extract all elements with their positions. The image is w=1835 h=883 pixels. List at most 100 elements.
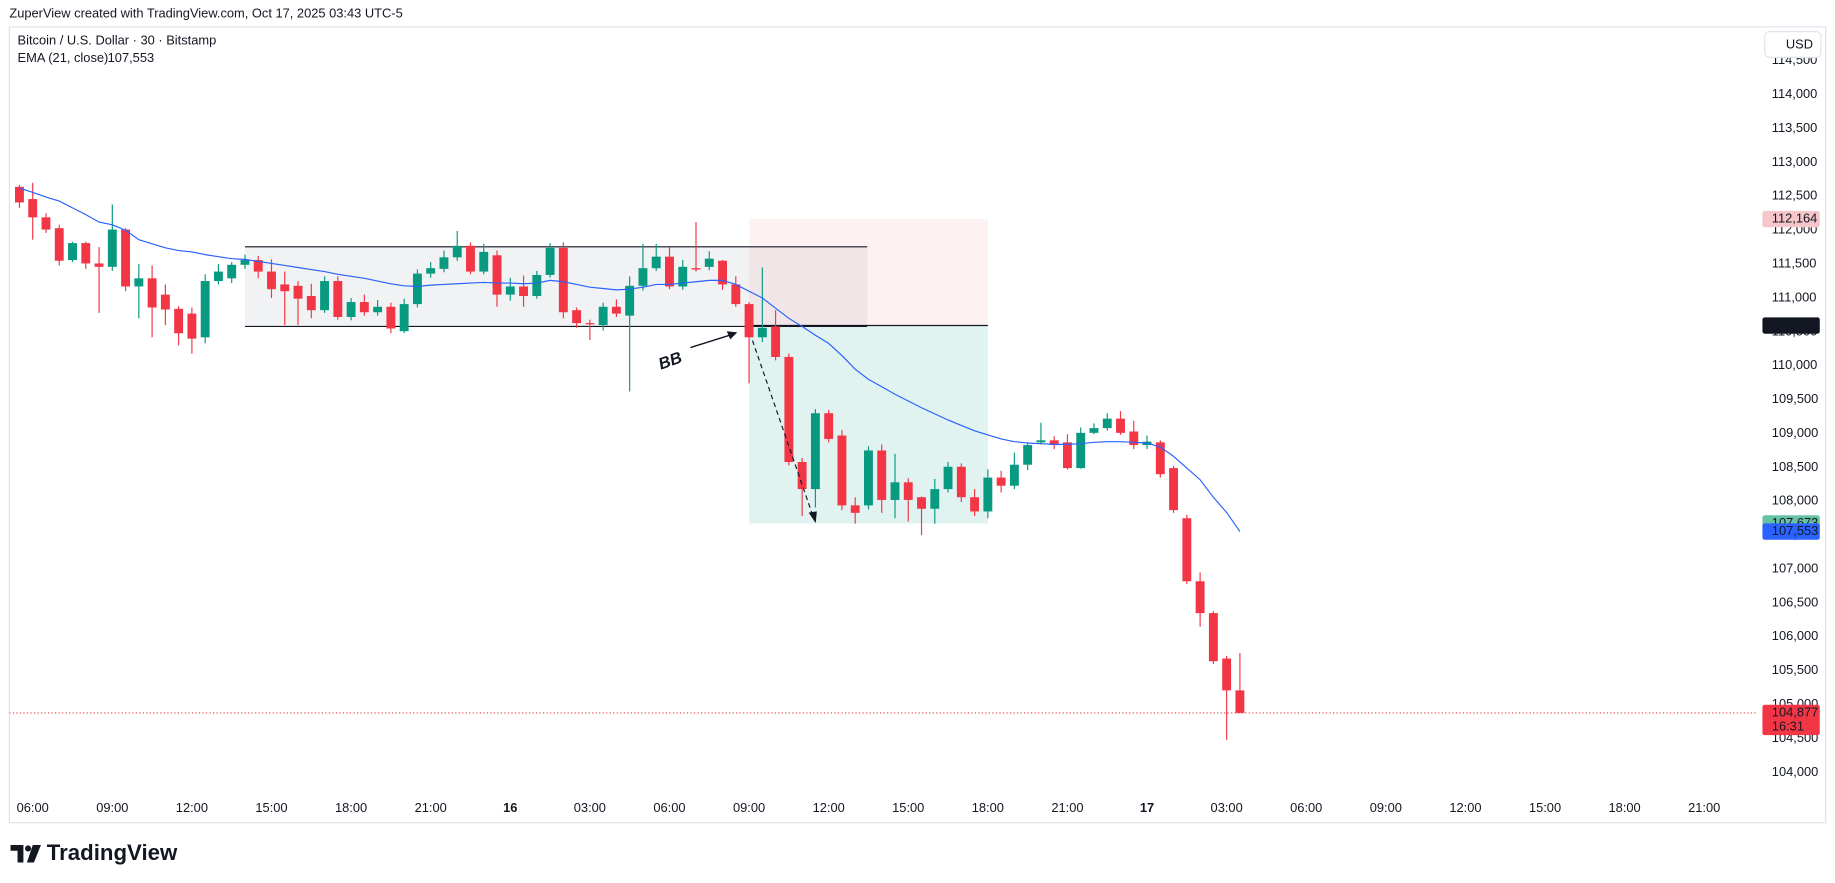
x-tick-label: 16 xyxy=(503,800,517,815)
candle-body xyxy=(121,229,131,287)
candle-body xyxy=(227,264,237,279)
candle-body xyxy=(1049,440,1059,446)
candle-body xyxy=(28,199,38,218)
position-risk-zone xyxy=(749,219,988,326)
price-label: 112,164 xyxy=(1772,211,1818,226)
candle-body xyxy=(1102,418,1112,429)
y-tick-label: 111,500 xyxy=(1772,256,1817,271)
y-tick-label: 113,000 xyxy=(1772,154,1818,169)
candle-body xyxy=(306,295,316,311)
candle-body xyxy=(479,251,489,272)
last-price-label: 104,877 xyxy=(1772,704,1818,719)
price-label-box xyxy=(1762,523,1820,540)
candle-body xyxy=(943,466,953,490)
candle-body xyxy=(784,356,794,462)
candle-body xyxy=(611,306,621,314)
candle-body xyxy=(1129,431,1139,446)
candle-body xyxy=(267,271,276,290)
x-tick-label: 06:00 xyxy=(17,800,49,815)
candle-body xyxy=(134,278,144,287)
candle-body xyxy=(545,247,555,275)
candle-body xyxy=(1195,581,1205,614)
bar-countdown: 16:31 xyxy=(1772,718,1804,733)
candle-body xyxy=(930,489,940,509)
candle-body xyxy=(651,256,661,269)
candle-body xyxy=(213,271,223,282)
x-tick-label: 15:00 xyxy=(892,800,924,815)
candle-body xyxy=(81,243,91,264)
x-tick-label: 21:00 xyxy=(1688,800,1720,815)
candle-body xyxy=(1155,442,1165,475)
x-tick-label: 03:00 xyxy=(574,800,606,815)
x-tick-label: 18:00 xyxy=(972,800,1004,815)
candle-body xyxy=(572,310,582,324)
candle-body xyxy=(187,313,197,339)
x-tick-label: 12:00 xyxy=(813,800,845,815)
candle-body xyxy=(505,286,515,295)
candle-body xyxy=(320,281,330,311)
indicator-name: EMA (21, close) xyxy=(18,50,109,65)
candle-body xyxy=(970,497,980,512)
candle-body xyxy=(1076,432,1086,469)
x-tick-label: 18:00 xyxy=(335,800,367,815)
candle-body xyxy=(558,247,568,313)
candle-body xyxy=(691,268,701,270)
candle-body xyxy=(598,306,608,326)
candle-body xyxy=(107,229,117,267)
chart-frame xyxy=(8,26,1827,824)
candle-body xyxy=(638,268,648,286)
y-tick-label: 107,000 xyxy=(1772,560,1818,575)
candle-body xyxy=(386,306,396,329)
currency-label: USD xyxy=(1786,36,1813,51)
candle-body xyxy=(200,281,210,338)
y-tick-label: 110,000 xyxy=(1772,357,1818,372)
brand-logo: TradingView xyxy=(10,840,178,865)
y-tick-label: 108,500 xyxy=(1772,459,1818,474)
x-tick-label: 03:00 xyxy=(1211,800,1243,815)
x-tick-label: 15:00 xyxy=(255,800,287,815)
candle-body xyxy=(585,323,595,325)
y-tick-label: 109,000 xyxy=(1772,425,1818,440)
candle-body xyxy=(1023,445,1033,465)
candle-body xyxy=(439,257,449,269)
logo-mark xyxy=(26,844,41,863)
candle-body xyxy=(1116,418,1125,433)
x-tick-label: 12:00 xyxy=(1449,800,1481,815)
currency-button[interactable] xyxy=(1764,31,1822,58)
arrow-head xyxy=(808,511,817,524)
candle-body xyxy=(452,245,462,258)
candle-body xyxy=(797,461,807,490)
y-tick-label: 109,500 xyxy=(1772,391,1818,406)
price-label-box xyxy=(1762,210,1820,228)
candle-body xyxy=(532,274,542,296)
y-tick-label: 113,500 xyxy=(1772,120,1818,135)
candle-body xyxy=(492,255,502,295)
candle-body xyxy=(94,263,104,267)
candle-body xyxy=(850,505,860,513)
candle-body xyxy=(837,435,847,506)
candle-body xyxy=(1036,440,1046,443)
candle-body xyxy=(14,186,24,203)
candle-body xyxy=(625,285,635,316)
last-price-box xyxy=(1762,704,1820,736)
candle-body xyxy=(54,228,64,261)
x-tick-label: 09:00 xyxy=(733,800,765,815)
plot-area: 06:00 09:00 12:00 15:00 18:00 21:00 16 03:00 06:… xyxy=(9,182,1756,815)
candle-body xyxy=(373,306,383,313)
candle-body xyxy=(731,284,741,305)
ema-line xyxy=(19,187,1241,532)
candle-body xyxy=(174,308,184,334)
price-label: 107,553 xyxy=(1772,523,1818,538)
candle-body xyxy=(1182,518,1192,582)
candle-body xyxy=(412,273,422,305)
candle-body xyxy=(519,286,528,296)
candle-body xyxy=(1222,658,1232,691)
x-tick-label: 17 xyxy=(1140,800,1154,815)
x-tick-label: 06:00 xyxy=(653,800,685,815)
candle-body xyxy=(757,327,767,338)
candle-body xyxy=(983,477,993,512)
candle-body xyxy=(1089,428,1099,433)
candle-body xyxy=(917,497,926,509)
candle-body xyxy=(1169,468,1179,511)
x-tick-label: 18:00 xyxy=(1609,800,1641,815)
